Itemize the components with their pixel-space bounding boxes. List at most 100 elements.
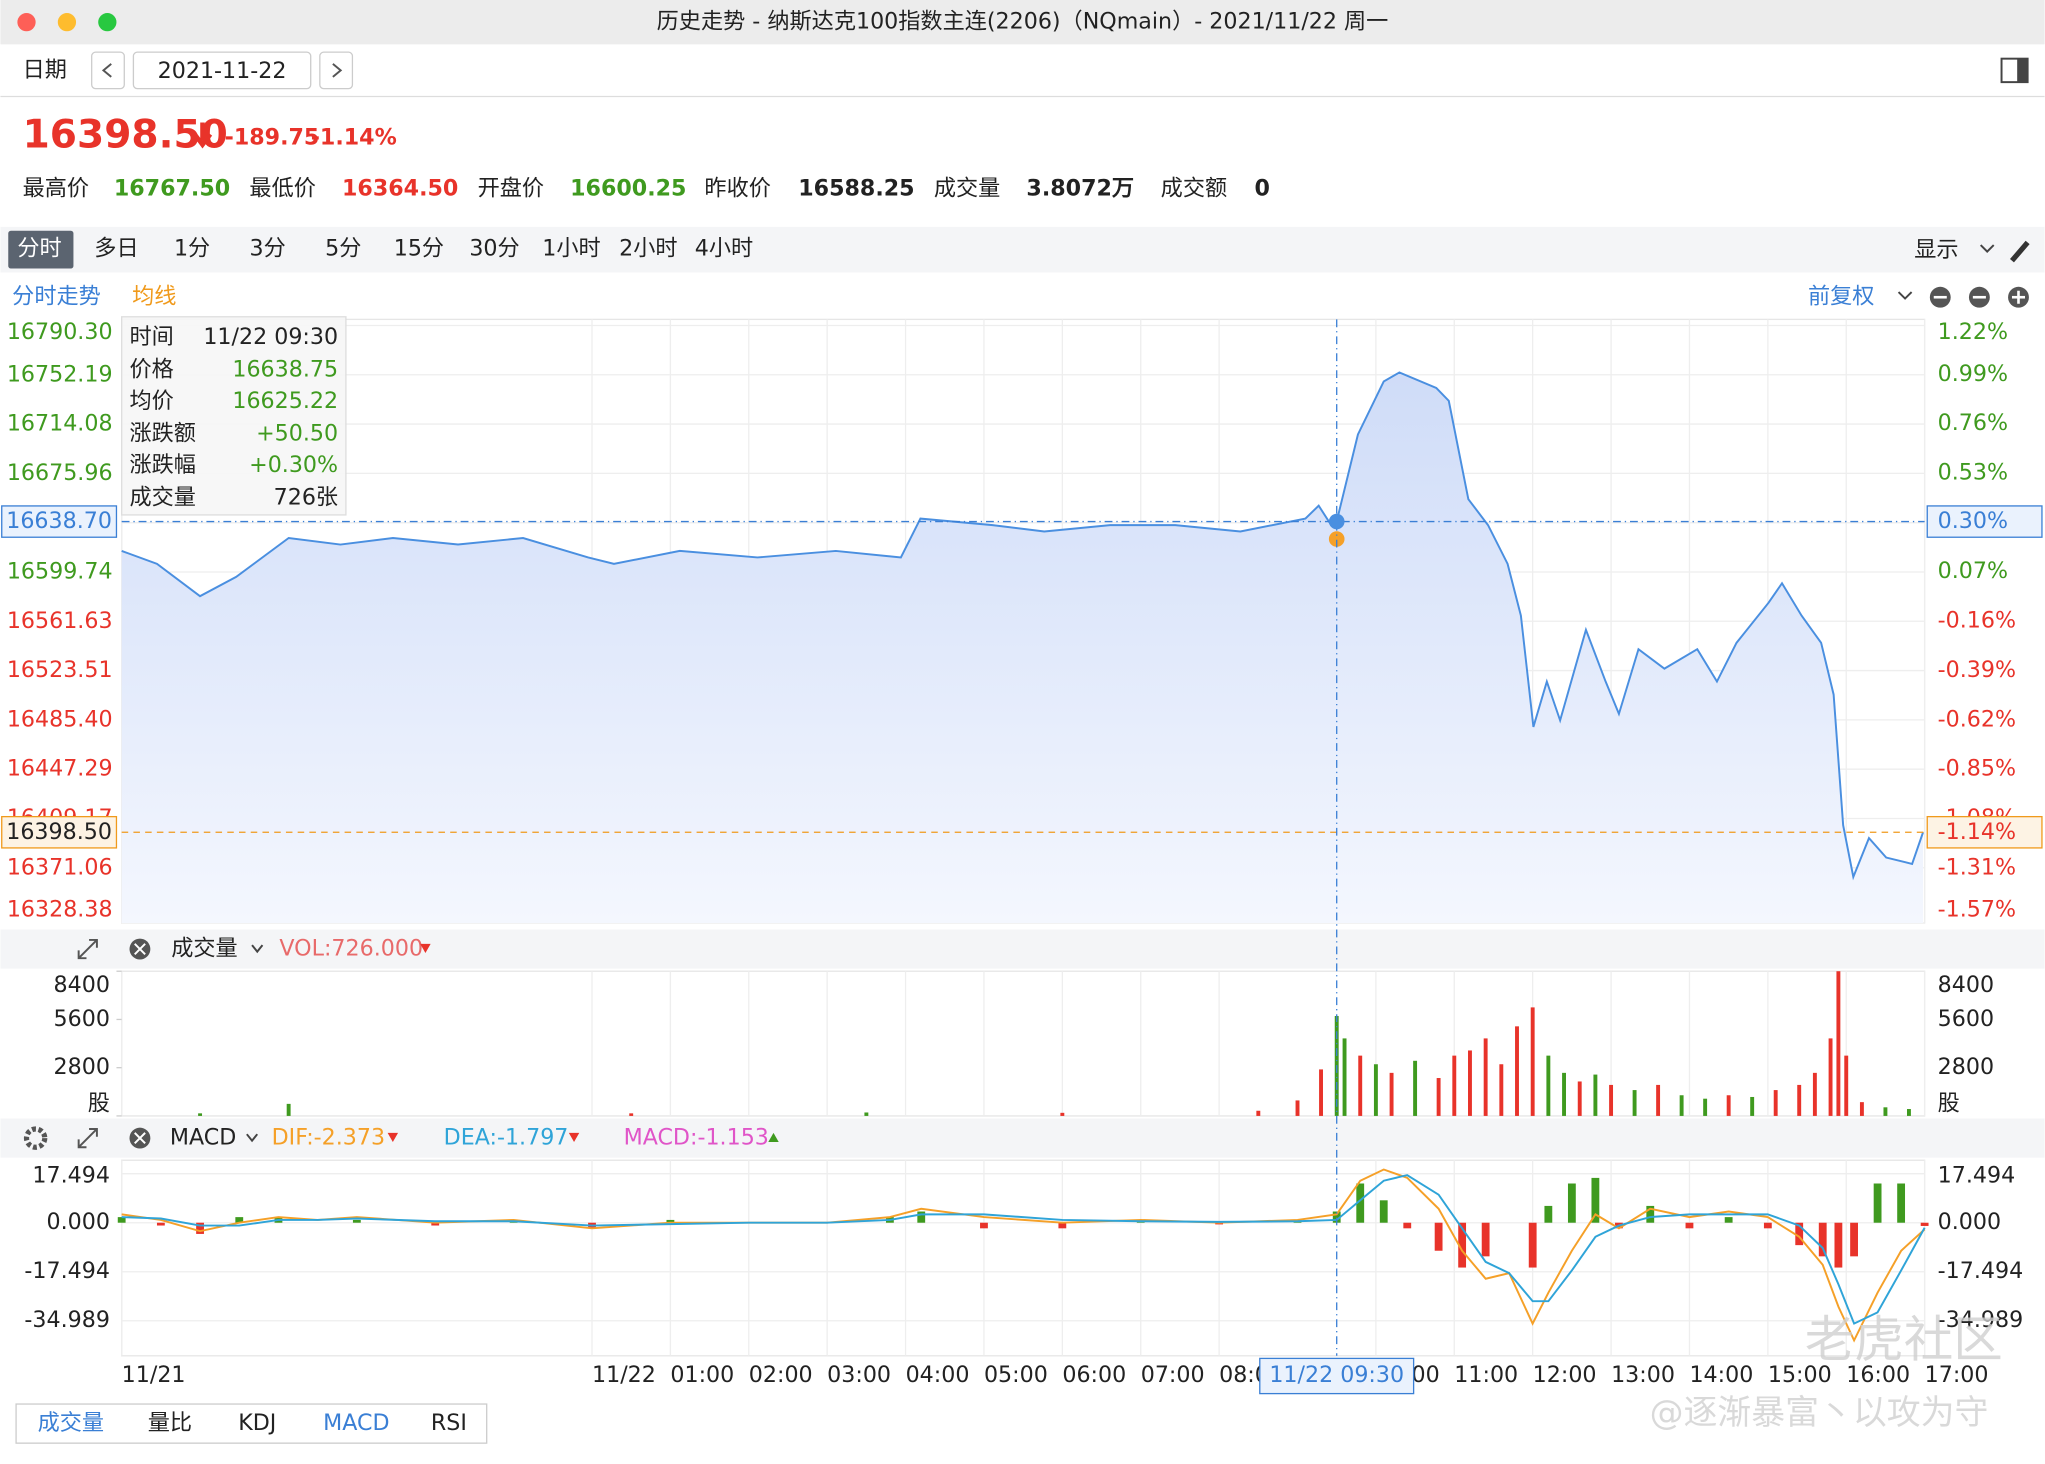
chevron [251, 944, 264, 954]
y2-tick-label: 1.22% [1938, 319, 2008, 345]
volume-bar [1295, 1100, 1300, 1116]
chevron [1897, 291, 1913, 300]
panel-toggle-fill [2017, 58, 2028, 83]
watermark-brand: 老虎社区 [1805, 1310, 2003, 1368]
y2-tick-label: -0.16% [1938, 608, 2016, 634]
x-tick-label: 11/22 [592, 1362, 656, 1388]
volume-bar [1342, 1038, 1347, 1116]
expand-icon[interactable] [77, 938, 98, 960]
next-day[interactable] [319, 51, 354, 90]
macd-bar [431, 1222, 440, 1226]
prev-day[interactable] [91, 51, 125, 90]
tooltip-label: 均价 [129, 388, 173, 414]
macd-bar [117, 1217, 126, 1223]
y-tick-label: -17.494 [24, 1258, 110, 1284]
x-tick-label: 15:00 [1768, 1362, 1832, 1388]
period-tab[interactable]: 4小时 [695, 235, 753, 261]
plot-area [121, 1159, 1926, 1357]
volume-bar [1859, 1102, 1864, 1116]
volume-bar [864, 1112, 869, 1116]
crosshair-x-label: 11/22 09:30 [1269, 1362, 1404, 1388]
macd-bar [1567, 1183, 1576, 1223]
date-input[interactable] [132, 51, 312, 90]
y2-tick-label: 0.76% [1938, 410, 2008, 436]
minimize-button[interactable] [57, 13, 77, 32]
y2-tick-label: -1.31% [1938, 854, 2016, 880]
period-tab[interactable]: 30分 [469, 235, 519, 261]
y2-tick-label: 0.99% [1938, 361, 2008, 387]
adjust-menu[interactable]: 前复权 [1808, 284, 1874, 310]
y2-tick-label: 0.000 [1938, 1209, 2001, 1235]
period-tab[interactable]: 多日 [94, 235, 138, 261]
volume-bar [1656, 1084, 1661, 1116]
x-tick-label: 01:00 [670, 1362, 734, 1388]
y-tick-label: 16752.19 [7, 361, 113, 387]
x-tick-label: 11:00 [1454, 1362, 1518, 1388]
settings-icon[interactable] [23, 1126, 48, 1150]
display-menu[interactable]: 显示 [1914, 237, 1958, 263]
period-tab[interactable]: 15分 [394, 235, 444, 261]
y2-tick-label: 0.53% [1938, 460, 2008, 486]
macd-bar [1818, 1222, 1827, 1257]
x-tick-label: 06:00 [1062, 1362, 1126, 1388]
x-tick-label: 16:00 [1846, 1362, 1910, 1388]
volume-bar [1750, 1096, 1755, 1116]
down-triangle [420, 943, 431, 953]
volume-bar [1413, 1060, 1418, 1116]
tooltip-value: 726张 [274, 484, 338, 510]
y-tick-label: 16714.08 [7, 411, 113, 437]
volume-bar [1452, 1055, 1457, 1116]
tooltip-label: 涨跌幅 [129, 452, 195, 478]
macd-bar [1685, 1222, 1694, 1229]
volume-bar [1373, 1064, 1378, 1116]
plots: 11/21 11/22 01:00 02:00 03:00 04:00 05:00 06:00… [7, 318, 2023, 1388]
y2-tick-label: -1.57% [1938, 896, 2016, 922]
y-tick-label: -34.989 [24, 1307, 110, 1333]
volume-bar [1256, 1110, 1261, 1116]
close-button[interactable] [17, 13, 36, 32]
macd-bar [917, 1211, 926, 1223]
zoom-button[interactable] [98, 13, 117, 32]
y-tick-label: 2800 [54, 1054, 110, 1080]
tooltip-box [121, 316, 347, 516]
down-arrow [192, 122, 213, 149]
period-tab[interactable]: 1分 [174, 235, 210, 261]
date-label: 日期 [23, 57, 67, 83]
period-bar [0, 226, 2045, 273]
brush-icon[interactable] [2009, 240, 2030, 263]
y2-tick-label: -0.62% [1938, 706, 2016, 732]
zoom-icons[interactable] [1929, 286, 2029, 308]
macd-bar [1332, 1211, 1341, 1223]
macd-bar [1058, 1222, 1067, 1229]
change: -189.75 [225, 125, 320, 151]
y-tick-label: 股 [88, 1091, 110, 1117]
volume-bar [1836, 971, 1841, 1116]
indicator-tab[interactable]: RSI [431, 1410, 467, 1436]
volume-bar [1609, 1084, 1614, 1116]
line [121, 371, 1924, 881]
volume-bar [1828, 1038, 1833, 1116]
macd-bar [1724, 1217, 1733, 1223]
volume-bar [1679, 1095, 1684, 1116]
indicator-tab[interactable]: 成交量 [38, 1410, 104, 1436]
period-tab[interactable]: 3分 [250, 235, 286, 261]
macd-bar [1897, 1183, 1906, 1223]
chevron [246, 1133, 259, 1143]
last-price-label: 16398.50 [6, 819, 112, 845]
volume-bar [1319, 1069, 1323, 1116]
volume-bar [1726, 1095, 1731, 1116]
indicator-tab[interactable]: 量比 [148, 1410, 192, 1436]
volume-bar [1703, 1098, 1708, 1116]
period-tab[interactable]: 2小时 [619, 235, 677, 261]
macd-bar [1834, 1222, 1843, 1268]
indicator-tab[interactable]: MACD [323, 1410, 389, 1436]
indicator-tab[interactable]: KDJ [238, 1410, 276, 1436]
period-tab[interactable]: 5分 [325, 235, 361, 261]
y-tick-label: 16561.63 [7, 608, 113, 634]
y-tick-label: 16447.29 [7, 756, 113, 782]
period-tab[interactable]: 1小时 [542, 235, 600, 261]
expand-icon[interactable] [77, 1127, 98, 1149]
volume-bar [1844, 1055, 1849, 1116]
period-tab[interactable]: 分时 [17, 235, 61, 261]
y-tick-label: 16599.74 [7, 558, 113, 584]
